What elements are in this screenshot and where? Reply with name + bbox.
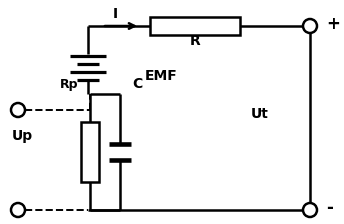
Text: R: R — [190, 34, 200, 48]
Bar — [150, 17, 240, 35]
Text: Up: Up — [11, 129, 33, 143]
Text: -: - — [326, 199, 333, 217]
Text: I: I — [112, 7, 118, 21]
Text: C: C — [132, 77, 142, 91]
Text: Rp: Rp — [60, 78, 78, 90]
Bar — [81, 122, 99, 182]
Text: +: + — [326, 15, 340, 33]
Text: Ut: Ut — [251, 107, 269, 121]
Text: EMF: EMF — [145, 69, 178, 83]
